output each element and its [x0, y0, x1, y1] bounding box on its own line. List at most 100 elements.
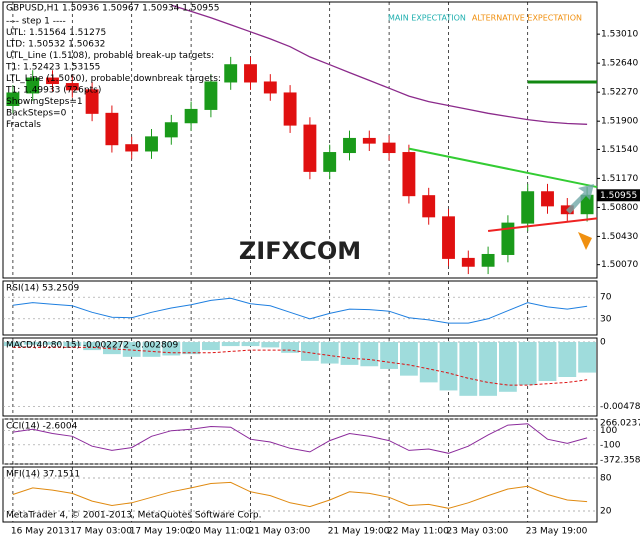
indicator-line — [12, 297, 588, 324]
histogram-bar — [558, 342, 577, 377]
candle-body — [204, 81, 218, 110]
indicator-line — [12, 346, 588, 386]
candle-body — [382, 142, 396, 154]
y-tick-label: 266.0237 — [600, 419, 640, 429]
candle-body — [184, 108, 198, 124]
histogram-bar — [23, 342, 42, 345]
candle-body — [46, 77, 59, 85]
histogram-bar — [300, 342, 319, 361]
info-line: UTL_Line (1.5108), probable break-up tar… — [6, 51, 214, 61]
y-tick-label: 1.52640 — [601, 59, 638, 69]
footer: MetaTrader 4, © 2001-2013, MetaQuotes So… — [6, 511, 262, 521]
histogram-bar — [182, 342, 201, 355]
histogram-bar — [63, 342, 82, 347]
y-tick-label: -100 — [600, 440, 621, 450]
candle-body — [105, 112, 119, 146]
histogram-bar — [459, 342, 478, 396]
candle-body — [323, 152, 337, 172]
y-tick-label: 1.51170 — [601, 174, 638, 184]
y-tick-label: 1.50800 — [601, 203, 638, 213]
last-price-box — [597, 189, 640, 202]
histogram-bar — [419, 342, 438, 383]
panel-frame — [2, 280, 598, 336]
x-tick-label: 21 May 03:00 — [249, 527, 311, 537]
info-line: T1: 1.52423 1.53155 — [5, 63, 100, 73]
histogram-bar — [221, 342, 240, 347]
indicator-label: MACD(40,80,15) -0.002272 -0.002809 — [6, 341, 178, 351]
candle-body — [65, 83, 79, 91]
x-tick-label: 16 May 2013 — [11, 527, 70, 537]
indicator-label: CCI(14) -2.6004 — [6, 422, 78, 432]
y-tick-label: 1.51540 — [601, 145, 638, 155]
x-tick-label: 17 May 03:00 — [70, 527, 132, 537]
info-line: ---- step 1 ---- — [6, 17, 66, 27]
y-tick-label: 20 — [600, 507, 612, 517]
histogram-bar — [498, 342, 517, 392]
candle-body — [541, 191, 554, 207]
candle-body — [145, 136, 158, 152]
candle-body — [224, 64, 238, 83]
y-tick-label: 1.52270 — [601, 88, 638, 98]
candle-body — [164, 122, 178, 138]
candle-body — [442, 216, 455, 259]
histogram-bar — [83, 342, 102, 351]
histogram-bar — [380, 342, 399, 369]
histogram-bar — [340, 342, 359, 365]
x-tick-label: 23 May 03:00 — [447, 527, 509, 537]
indicator-line — [12, 481, 588, 509]
y-tick-label: 100 — [600, 426, 617, 436]
histogram-bar — [162, 342, 181, 356]
panel-frame — [2, 418, 598, 465]
candle-body — [303, 124, 317, 172]
y-tick-label: -0.004789 — [600, 402, 640, 412]
y-tick-label: -372.3583 — [600, 456, 640, 466]
y-tick-label: 1.51900 — [601, 117, 638, 127]
candle-body — [6, 92, 20, 106]
info-line: UTL: 1.51564 1.51275 — [6, 28, 106, 38]
y-tick-label: 1.53010 — [601, 30, 638, 40]
x-tick-label: 22 May 11:00 — [387, 527, 449, 537]
info-line: Fractals — [6, 120, 41, 130]
trend-line — [408, 147, 598, 189]
candle-body — [244, 64, 257, 83]
histogram-bar — [3, 342, 22, 347]
histogram-bar — [360, 342, 379, 367]
info-line: BackSteps=0 — [6, 109, 67, 119]
main-expectation-arrow — [566, 184, 594, 214]
x-tick-label: 17 May 19:00 — [130, 527, 192, 537]
y-tick-label: 1.50430 — [601, 232, 638, 242]
histogram-bar — [43, 342, 62, 345]
y-tick-label: 0 — [600, 338, 606, 348]
histogram-bar — [261, 342, 280, 348]
moving-average — [171, 4, 588, 125]
panel-frames — [2, 1, 598, 523]
watermark: ZIFXCOM — [239, 237, 361, 265]
candle-body — [26, 77, 40, 94]
candle-body — [402, 152, 416, 197]
histogram-bar — [518, 342, 537, 386]
y-tick-label: 70 — [600, 293, 612, 303]
candle-body — [85, 89, 99, 114]
info-line: LTD: 1.50532 1.50632 — [6, 40, 105, 50]
histogram-bar — [479, 342, 498, 396]
y-tick-label: 80 — [600, 474, 612, 484]
x-tick-label: 21 May 19:00 — [328, 527, 390, 537]
histogram-bar — [578, 342, 597, 373]
candle-body — [362, 137, 376, 144]
chart-title: GBPUSD,H1 1.50936 1.50967 1.50934 1.5095… — [6, 4, 219, 14]
candle-body — [501, 222, 515, 255]
candle-body — [343, 137, 356, 154]
trend-line — [487, 217, 598, 232]
histogram-bar — [439, 342, 458, 391]
histogram-bar — [281, 342, 300, 353]
candle-body — [125, 144, 139, 152]
histogram-bar — [201, 342, 220, 351]
y-tick-label: 30 — [600, 314, 612, 324]
info-line: T1: 1.49933 (726pts) — [5, 86, 101, 96]
indicator-label: MFI(14) 37.1511 — [6, 470, 80, 480]
candle-body — [481, 253, 495, 267]
candle-body — [283, 92, 297, 126]
annotation: ALTERNATIVE EXPECTATION — [472, 14, 582, 23]
panel-frame — [2, 1, 598, 279]
